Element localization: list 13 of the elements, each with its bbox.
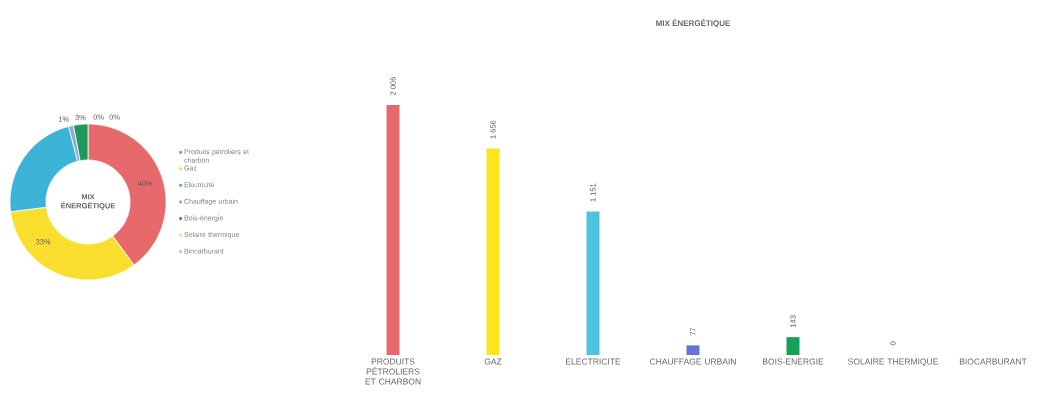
- x-tick-label: ELECTRICITE: [566, 358, 621, 365]
- chart-title: MIX ÉNERGÉTIQUE: [656, 18, 731, 28]
- x-tick-label: PRODUITS PÉTROLIERS ET CHARBON: [365, 358, 421, 385]
- x-tick-label: GAZ: [484, 358, 502, 365]
- bar: [586, 211, 600, 355]
- bar: [686, 345, 700, 355]
- x-tick-label: CHAUFFAGE URBAIN: [649, 358, 736, 365]
- x-tick-label: SOLAIRE THERMIQUE: [848, 358, 938, 367]
- x-tick-label: BIOCARBURANT: [959, 358, 1027, 365]
- bar: [386, 105, 400, 355]
- bar: [786, 337, 800, 355]
- bar: [486, 148, 500, 355]
- x-tick-label: BOIS-ENERGIE: [762, 358, 824, 365]
